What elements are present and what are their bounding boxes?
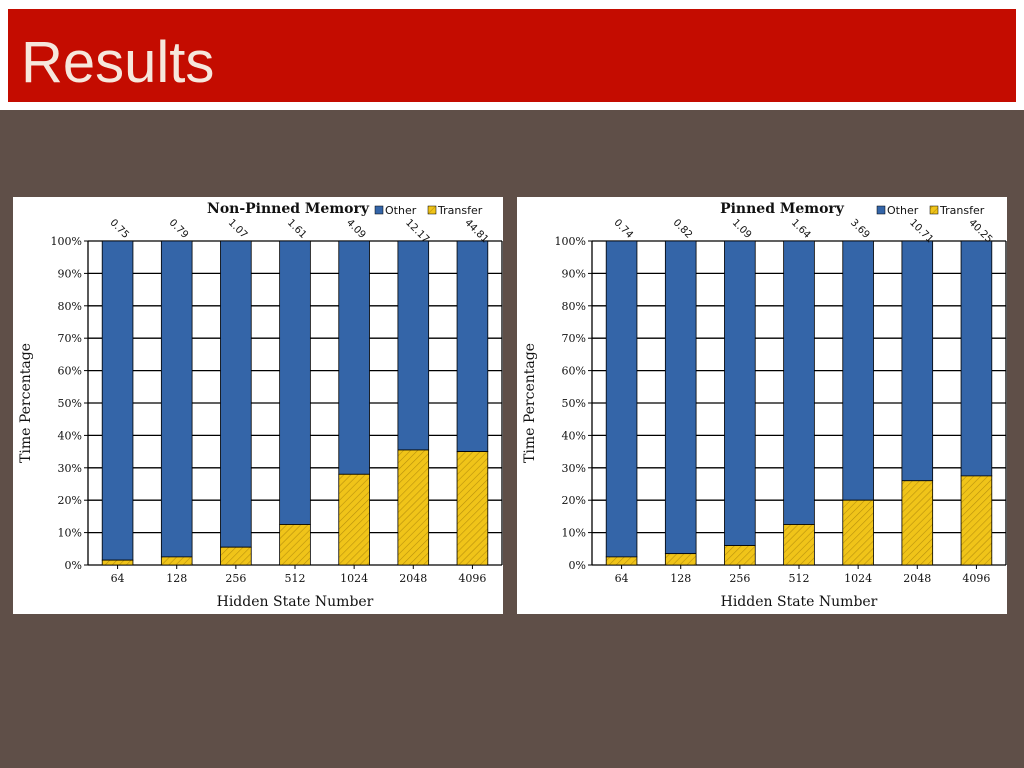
- bar-transfer: [783, 524, 815, 566]
- y-tick-label: 20%: [562, 494, 586, 507]
- x-tick-label: 256: [729, 572, 750, 585]
- y-tick-label: 50%: [562, 397, 586, 410]
- data-label: 3.69: [848, 217, 872, 241]
- chart-svg-non-pinned: 0% 10% 20% 30% 40% 50% 60% 70% 80% 90% 100% 64 0.75 1…: [18, 201, 503, 610]
- y-tick-label: 90%: [58, 267, 82, 280]
- legend-swatch: [374, 205, 384, 215]
- legend-swatch: [929, 205, 939, 215]
- y-tick-label: 90%: [562, 267, 586, 280]
- data-label: 1.64: [789, 217, 813, 241]
- y-axis-label: Time Percentage: [522, 343, 538, 463]
- data-label: 0.82: [671, 217, 695, 241]
- bar-other: [279, 240, 311, 525]
- x-tick-label: 2048: [399, 572, 427, 585]
- y-tick-label: 80%: [562, 300, 586, 313]
- y-tick-label: 0%: [65, 559, 82, 572]
- y-tick-label: 60%: [562, 365, 586, 378]
- bar-transfer: [160, 556, 193, 566]
- x-axis-label: Hidden State Number: [721, 594, 878, 610]
- legend-label: Other: [385, 204, 417, 217]
- bar-other: [724, 240, 756, 546]
- x-tick-label: 128: [166, 572, 187, 585]
- x-tick-label: 2048: [903, 572, 931, 585]
- x-tick-label: 512: [789, 572, 810, 585]
- bar-transfer: [220, 546, 252, 566]
- x-tick-label: 512: [285, 572, 306, 585]
- bar-transfer: [605, 556, 638, 566]
- x-tick-label: 64: [615, 572, 629, 585]
- bar-other: [605, 240, 638, 558]
- bar-transfer: [724, 545, 756, 566]
- data-label: 1.09: [730, 217, 754, 241]
- y-tick-label: 60%: [58, 365, 82, 378]
- y-tick-label: 70%: [562, 332, 586, 345]
- y-tick-label: 40%: [562, 429, 586, 442]
- bar-transfer: [901, 480, 934, 566]
- bar-other: [338, 240, 370, 475]
- x-tick-label: 128: [670, 572, 691, 585]
- chart-pinned-memory: 0% 10% 20% 30% 40% 50% 60% 70% 80% 90% 100% 64 0.74 1…: [517, 197, 1007, 614]
- bar-other: [842, 240, 874, 501]
- bar-other: [960, 240, 993, 477]
- x-tick-label: 4096: [458, 572, 486, 585]
- data-label: 0.74: [611, 217, 635, 241]
- bar-transfer: [338, 473, 370, 566]
- x-tick-label: 1024: [844, 572, 872, 585]
- chart-non-pinned-memory: 0% 10% 20% 30% 40% 50% 60% 70% 80% 90% 100% 64 0.75 1…: [13, 197, 503, 614]
- data-label: 4.09: [344, 217, 368, 241]
- y-tick-label: 20%: [58, 494, 82, 507]
- bar-other: [220, 240, 252, 548]
- y-tick-label: 10%: [58, 527, 82, 540]
- y-tick-label: 100%: [51, 235, 82, 248]
- bar-other: [901, 240, 934, 482]
- data-label: 0.79: [167, 217, 191, 241]
- bar-transfer: [101, 559, 134, 566]
- slide-title: Results: [21, 30, 215, 95]
- legend-label: Transfer: [437, 204, 483, 217]
- y-tick-label: 40%: [58, 429, 82, 442]
- y-tick-label: 80%: [58, 300, 82, 313]
- bar-other: [664, 240, 697, 555]
- bar-other: [397, 240, 430, 451]
- bar-transfer: [279, 524, 311, 566]
- bar-transfer: [456, 451, 489, 566]
- chart-svg-pinned: 0% 10% 20% 30% 40% 50% 60% 70% 80% 90% 100% 64 0.74 1…: [522, 201, 1007, 610]
- y-tick-label: 50%: [58, 397, 82, 410]
- title-bar: Results: [8, 9, 1016, 102]
- bar-transfer: [664, 553, 697, 566]
- legend-label: Other: [887, 204, 919, 217]
- chart-title: Pinned Memory: [720, 201, 845, 217]
- legend-swatch: [427, 205, 437, 215]
- y-tick-label: 0%: [569, 559, 586, 572]
- bar-other: [101, 240, 134, 561]
- bar-other: [783, 240, 815, 525]
- legend-swatch: [876, 205, 886, 215]
- data-label: 1.61: [285, 217, 309, 241]
- y-tick-label: 70%: [58, 332, 82, 345]
- bar-transfer: [842, 499, 874, 566]
- chart-title: Non-Pinned Memory: [207, 201, 370, 217]
- x-tick-label: 1024: [340, 572, 368, 585]
- bar-other: [456, 240, 489, 453]
- y-tick-label: 30%: [58, 462, 82, 475]
- y-axis-label: Time Percentage: [18, 343, 34, 463]
- bar-transfer: [960, 475, 993, 566]
- x-tick-label: 64: [111, 572, 125, 585]
- y-tick-label: 10%: [562, 527, 586, 540]
- data-label: 1.07: [226, 217, 250, 241]
- x-tick-label: 256: [225, 572, 246, 585]
- bar-other: [160, 240, 193, 558]
- x-axis-label: Hidden State Number: [217, 594, 374, 610]
- x-tick-label: 4096: [962, 572, 990, 585]
- y-tick-label: 100%: [555, 235, 586, 248]
- legend-label: Transfer: [939, 204, 985, 217]
- data-label: 0.75: [107, 217, 131, 241]
- bar-transfer: [397, 449, 430, 566]
- y-tick-label: 30%: [562, 462, 586, 475]
